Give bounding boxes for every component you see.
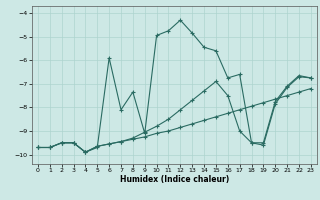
X-axis label: Humidex (Indice chaleur): Humidex (Indice chaleur)	[120, 175, 229, 184]
